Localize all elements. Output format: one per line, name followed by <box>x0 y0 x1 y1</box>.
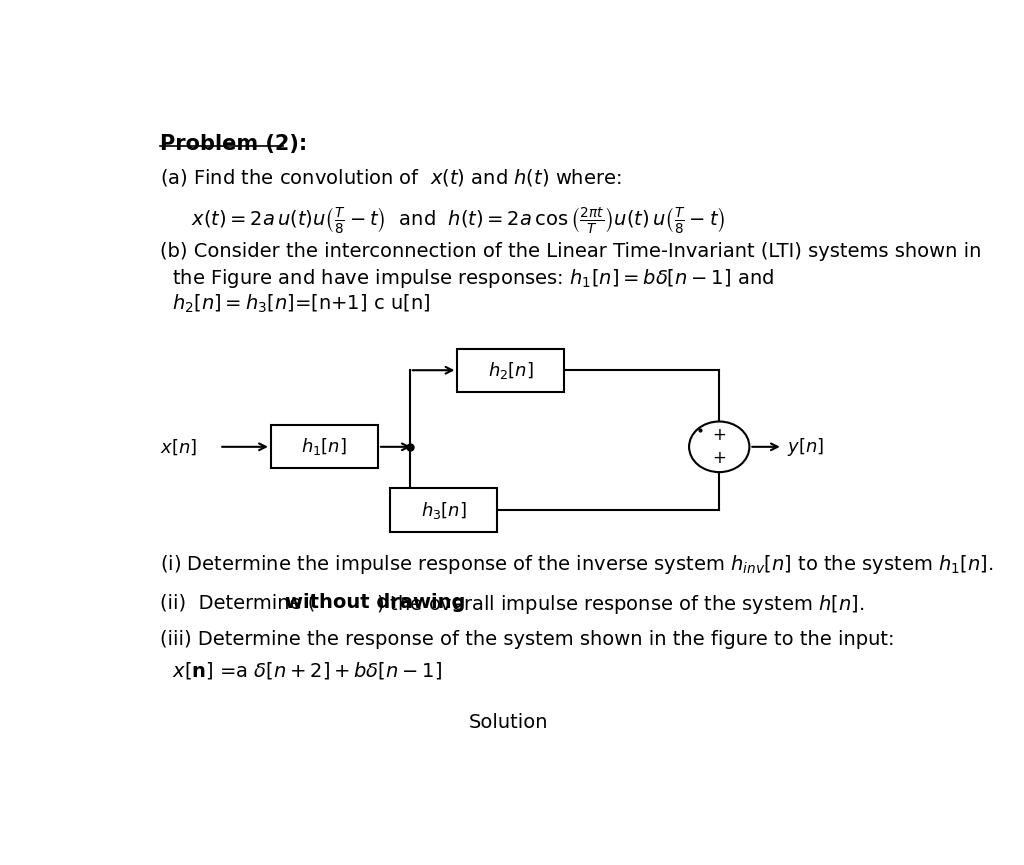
Text: $h_1[n]$: $h_1[n]$ <box>301 436 347 458</box>
Text: (b) Consider the interconnection of the Linear Time-Invariant (LTI) systems show: (b) Consider the interconnection of the … <box>160 241 981 260</box>
Text: (iii) Determine the response of the system shown in the figure to the input:: (iii) Determine the response of the syst… <box>160 630 894 649</box>
Text: (i) Determine the impulse response of the inverse system $h_{inv}[n]$ to the sys: (i) Determine the impulse response of th… <box>160 554 993 576</box>
Text: Solution: Solution <box>469 714 549 733</box>
Circle shape <box>689 421 750 472</box>
Text: without drawing: without drawing <box>285 593 466 612</box>
Text: +: + <box>713 426 726 445</box>
Text: ) the overall impulse response of the system $h[n]$.: ) the overall impulse response of the sy… <box>377 593 865 617</box>
Text: $x[n]$: $x[n]$ <box>160 437 197 457</box>
Text: $h_2[n]$: $h_2[n]$ <box>488 360 534 381</box>
FancyBboxPatch shape <box>458 349 564 392</box>
Text: $h_2[n] = h_3[n]$=[n+1] c u[n]: $h_2[n] = h_3[n]$=[n+1] c u[n] <box>172 292 430 315</box>
Text: $x[\mathbf{n}]$ =a $\delta[n+2] + b\delta[n-1]$: $x[\mathbf{n}]$ =a $\delta[n+2] + b\delt… <box>172 660 441 681</box>
Text: (ii)  Determine (: (ii) Determine ( <box>160 593 315 612</box>
Text: $h_3[n]$: $h_3[n]$ <box>421 500 466 521</box>
Text: the Figure and have impulse responses: $h_1[n] = b\delta[n-1]$ and: the Figure and have impulse responses: $… <box>172 267 774 290</box>
Text: Problem (2):: Problem (2): <box>160 134 307 154</box>
FancyBboxPatch shape <box>270 426 378 469</box>
FancyBboxPatch shape <box>390 489 497 532</box>
Text: $x(t) = 2a\, u(t)u\left(\frac{T}{8} - t\right)$  and  $h(t) = 2a\, \cos\left(\fr: $x(t) = 2a\, u(t)u\left(\frac{T}{8} - t\… <box>191 205 726 235</box>
Text: +: + <box>713 449 726 467</box>
Text: (a) Find the convolution of  $x(t)$ and $h(t)$ where:: (a) Find the convolution of $x(t)$ and $… <box>160 167 622 188</box>
Text: $y[n]$: $y[n]$ <box>786 436 823 458</box>
